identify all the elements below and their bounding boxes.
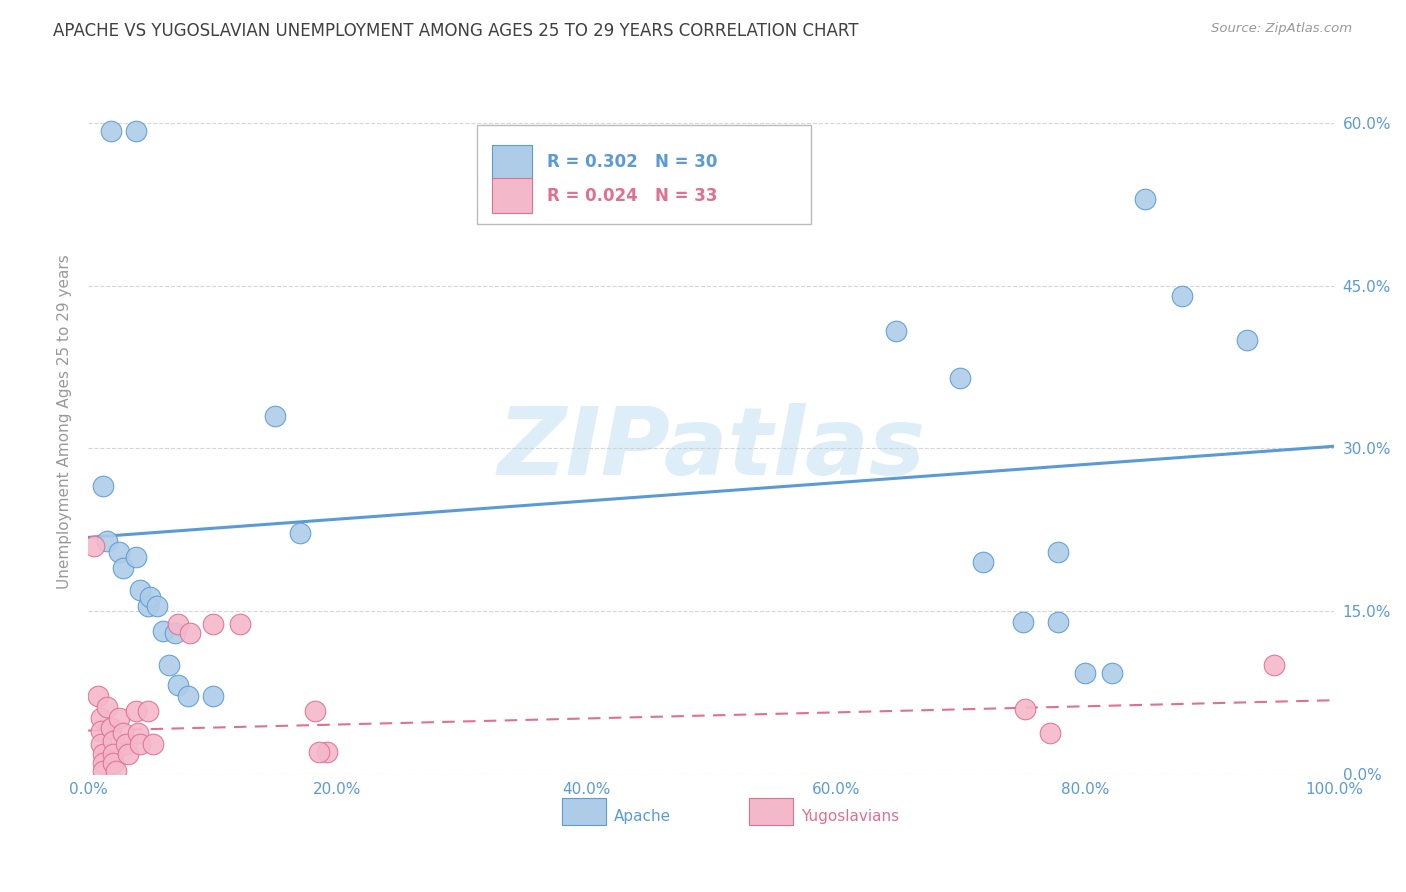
Point [83,539,105,553]
Point [165,626,187,640]
Point [108,544,131,558]
Point [124,124,146,138]
Y-axis label: Unemployment Among Ages 25 to 29 years: Unemployment Among Ages 25 to 29 years [58,254,72,589]
FancyBboxPatch shape [477,125,811,224]
Point [179,626,201,640]
Point [949,371,972,385]
Point [972,555,994,569]
Text: R = 0.024   N = 33: R = 0.024 N = 33 [547,186,717,204]
Point [101,756,124,771]
Point [96,699,118,714]
Point [308,745,330,759]
Point [1046,615,1069,629]
Point [1263,658,1285,673]
Text: Yugoslavians: Yugoslavians [801,809,898,824]
Point [1101,666,1123,681]
Point [124,549,146,564]
Point [129,737,152,751]
Point [316,745,339,759]
Point [96,533,118,548]
FancyBboxPatch shape [748,798,793,825]
Point [112,726,135,740]
Point [145,599,167,613]
Point [177,689,200,703]
Point [90,737,112,751]
Point [201,689,224,703]
Point [1133,192,1156,206]
Point [1046,544,1069,558]
Point [1039,726,1062,740]
Point [100,722,122,736]
Point [288,526,311,541]
Point [91,479,114,493]
Text: ZIPatlas: ZIPatlas [498,403,925,495]
FancyBboxPatch shape [561,798,606,825]
Point [91,747,114,762]
Point [114,737,136,751]
Text: APACHE VS YUGOSLAVIAN UNEMPLOYMENT AMONG AGES 25 TO 29 YEARS CORRELATION CHART: APACHE VS YUGOSLAVIAN UNEMPLOYMENT AMONG… [53,22,859,40]
Point [100,124,122,138]
Point [91,764,114,778]
Text: Source: ZipAtlas.com: Source: ZipAtlas.com [1212,22,1353,36]
Point [157,658,180,673]
FancyBboxPatch shape [492,178,531,213]
Point [136,704,159,718]
Point [229,617,252,632]
Point [90,710,112,724]
Point [167,678,190,692]
Point [139,590,162,604]
Point [152,624,174,638]
Point [167,617,190,632]
FancyBboxPatch shape [492,145,531,180]
Point [884,324,907,338]
Point [117,747,139,762]
Point [201,617,224,632]
Point [264,409,287,423]
Point [108,710,131,724]
Point [127,726,149,740]
Point [129,582,152,597]
Point [91,756,114,771]
Point [136,599,159,613]
Point [101,734,124,748]
Point [112,561,135,575]
Text: Apache: Apache [614,809,671,824]
Point [1014,702,1036,716]
Point [1011,615,1033,629]
Point [1171,289,1194,303]
Point [304,704,326,718]
Point [1074,666,1097,681]
Point [124,704,146,718]
Point [101,747,124,762]
Point [104,764,127,778]
Point [142,737,165,751]
Text: R = 0.302   N = 30: R = 0.302 N = 30 [547,153,717,171]
Point [87,689,110,703]
Point [90,723,112,738]
Point [1236,333,1258,347]
